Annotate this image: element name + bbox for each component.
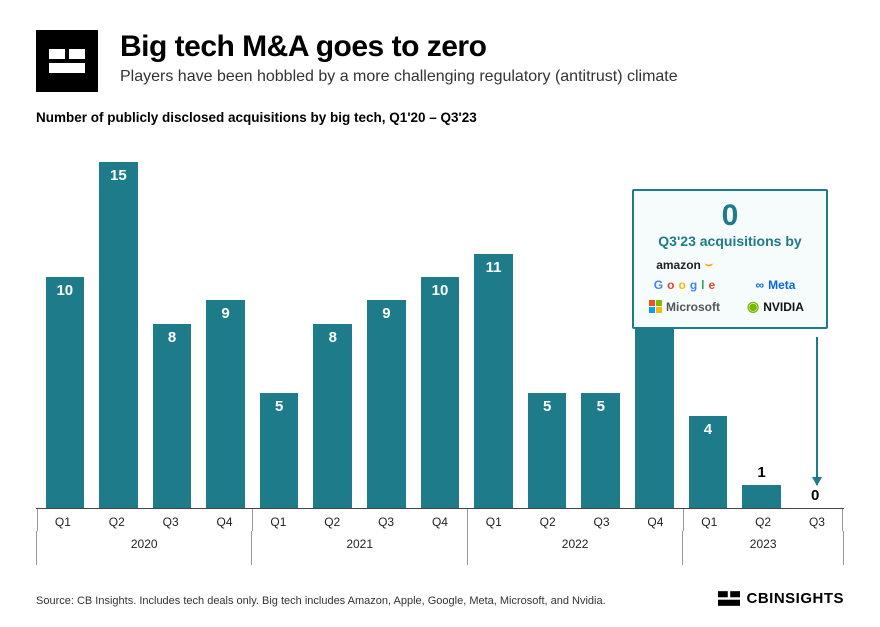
year-label: 2021	[346, 537, 373, 551]
bar	[206, 300, 245, 508]
infographic-frame: Big tech M&A goes to zero Players have b…	[0, 0, 880, 627]
brand-meta: ∞Meta	[756, 278, 796, 292]
x-tick-label: Q3	[359, 515, 413, 529]
bar-value-label: 15	[92, 167, 146, 184]
bar-value-label: 8	[145, 329, 199, 346]
footer-logo: CBINSIGHTS	[718, 590, 844, 607]
bar-value-label: 0	[788, 487, 842, 504]
year-group: 2022	[467, 531, 682, 565]
year-group: 2021	[251, 531, 466, 565]
year-label: 2023	[750, 537, 777, 551]
x-tick-label: Q3	[144, 515, 198, 529]
bar-slot: 9	[360, 139, 414, 508]
bar-slot: 5	[574, 139, 628, 508]
bar-slot: 5	[252, 139, 306, 508]
bar-value-label: 9	[199, 305, 253, 322]
callout-box: 0 Q3'23 acquisitions by amazon⌣ Google ∞…	[632, 189, 828, 329]
bar-value-label: 8	[306, 329, 360, 346]
bar	[367, 300, 406, 508]
bar	[421, 277, 460, 508]
bar-value-label: 1	[735, 464, 789, 481]
bar-value-label: 11	[467, 259, 521, 276]
source-text: Source: CB Insights. Includes tech deals…	[36, 595, 606, 607]
page-subtitle: Players have been hobbled by a more chal…	[120, 68, 678, 86]
x-tick-label: Q2	[305, 515, 359, 529]
footer-brand-text: CBINSIGHTS	[746, 590, 844, 607]
page-title: Big tech M&A goes to zero	[120, 30, 678, 64]
bar-slot: 11	[467, 139, 521, 508]
bar	[99, 162, 138, 508]
bar-value-label: 4	[681, 421, 735, 438]
bar-slot: 5	[520, 139, 574, 508]
x-tick-label: Q2	[90, 515, 144, 529]
x-tick-label: Q3	[575, 515, 629, 529]
year-group: 2023	[682, 531, 844, 565]
brand-google: Google	[654, 278, 715, 292]
x-tick-label: Q4	[628, 515, 682, 529]
chart-title: Number of publicly disclosed acquisition…	[36, 110, 844, 125]
bar-slot: 8	[306, 139, 360, 508]
footer: Source: CB Insights. Includes tech deals…	[36, 590, 844, 607]
x-axis-years: 2020 2021 2022 2023	[36, 531, 844, 565]
year-label: 2022	[562, 537, 589, 551]
year-group: 2020	[36, 531, 251, 565]
bar	[46, 277, 85, 508]
brand-microsoft: Microsoft	[649, 300, 720, 314]
bar-value-label: 5	[252, 398, 306, 415]
bar-slot: 10	[38, 139, 92, 508]
x-tick-label: Q1	[467, 515, 521, 529]
x-tick-label: Q1	[251, 515, 305, 529]
bar-value-label: 10	[413, 282, 467, 299]
bar-chart: 10158958910115512410 0 Q3'23 acquisition…	[36, 139, 844, 509]
bar-slot: 10	[413, 139, 467, 508]
bar-slot: 8	[145, 139, 199, 508]
brand-grid: amazon⌣ Google ∞Meta Microsoft ◉NVIDIA	[648, 257, 812, 315]
cb-logo-square	[36, 30, 98, 92]
bar	[742, 485, 781, 508]
x-axis-quarters: Q1Q2Q3Q4Q1Q2Q3Q4Q1Q2Q3Q4Q1Q2Q3	[36, 509, 844, 529]
bar-value-label: 5	[520, 398, 574, 415]
bar-slot: 9	[199, 139, 253, 508]
x-tick-label: Q2	[736, 515, 790, 529]
callout-arrow	[816, 337, 818, 485]
bar-value-label: 5	[574, 398, 628, 415]
x-tick-label: Q1	[36, 515, 90, 529]
callout-line: Q3'23 acquisitions by	[648, 233, 812, 249]
header: Big tech M&A goes to zero Players have b…	[36, 30, 844, 92]
bar-value-label: 10	[38, 282, 92, 299]
x-tick-label: Q4	[198, 515, 252, 529]
brand-nvidia: ◉NVIDIA	[747, 298, 804, 315]
brand-amazon: amazon⌣	[656, 257, 713, 272]
x-tick-label: Q2	[521, 515, 575, 529]
cb-logo-icon	[718, 591, 740, 606]
x-tick-label: Q3	[790, 515, 844, 529]
bar	[153, 324, 192, 509]
bar-slot: 15	[92, 139, 146, 508]
bar-value-label: 9	[360, 305, 414, 322]
bar	[474, 254, 513, 508]
cb-logo-icon	[49, 49, 85, 73]
year-label: 2020	[131, 537, 158, 551]
title-block: Big tech M&A goes to zero Players have b…	[120, 30, 678, 86]
x-tick-label: Q1	[682, 515, 736, 529]
x-tick-label: Q4	[413, 515, 467, 529]
bar	[313, 324, 352, 509]
callout-value: 0	[648, 201, 812, 231]
